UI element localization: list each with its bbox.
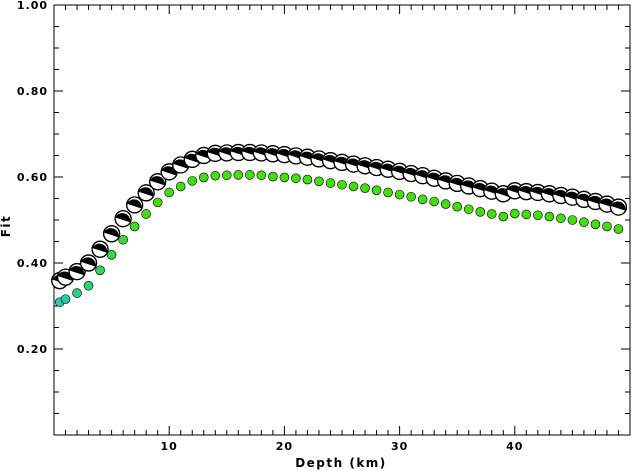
fit-dot bbox=[72, 288, 82, 298]
fit-dot bbox=[245, 170, 255, 180]
y-tick-label: 0.60 bbox=[17, 171, 48, 184]
fit-dot bbox=[521, 209, 532, 220]
fit-dot bbox=[360, 183, 370, 193]
x-axis-label: Depth (km) bbox=[295, 456, 387, 470]
focal-mechanism-marker bbox=[149, 173, 167, 191]
fit-dot bbox=[198, 172, 209, 183]
fit-dot bbox=[279, 172, 290, 183]
y-tick-label: 0.40 bbox=[17, 257, 48, 270]
fit-dot bbox=[118, 234, 128, 245]
y-tick-label: 0.80 bbox=[17, 85, 48, 98]
fit-dot bbox=[60, 294, 71, 304]
x-tick-label: 40 bbox=[506, 440, 523, 453]
fit-dot bbox=[129, 221, 140, 232]
fit-dot bbox=[348, 181, 359, 192]
fit-dot bbox=[509, 208, 520, 219]
y-tick-label: 0.20 bbox=[17, 343, 48, 356]
fit-dot bbox=[291, 173, 301, 184]
fit-dot bbox=[233, 170, 244, 180]
fit-dot bbox=[164, 187, 174, 198]
fit-dot bbox=[95, 265, 105, 276]
focal-mechanism-marker bbox=[102, 225, 121, 243]
fit-dot bbox=[613, 224, 624, 234]
fit-dot bbox=[498, 211, 509, 222]
fit-dot bbox=[371, 185, 382, 196]
fit-dot bbox=[325, 178, 336, 188]
x-tick-label: 30 bbox=[391, 440, 408, 453]
fit-dot bbox=[429, 196, 439, 207]
plot-frame bbox=[53, 4, 631, 436]
fit-dot bbox=[475, 207, 486, 217]
fit-dot bbox=[302, 174, 313, 185]
fit-dot bbox=[440, 199, 451, 209]
fit-dot bbox=[417, 194, 428, 205]
x-tick-label: 10 bbox=[161, 440, 178, 453]
y-axis-label: Fit bbox=[0, 215, 13, 238]
fit-dot bbox=[141, 209, 151, 219]
focal-mechanism-marker bbox=[114, 210, 132, 228]
axis-ticks bbox=[54, 5, 630, 435]
focal-mechanism-marker bbox=[137, 184, 155, 202]
green-dot-series bbox=[54, 170, 624, 307]
fit-dot bbox=[256, 170, 267, 181]
focal-mechanism-marker bbox=[68, 263, 86, 281]
fit-dot bbox=[406, 191, 416, 202]
focal-mechanism-marker bbox=[275, 146, 293, 164]
focal-mechanism-series bbox=[51, 143, 628, 290]
y-tick-label: 1.00 bbox=[17, 0, 48, 12]
focal-mechanism-marker bbox=[609, 198, 628, 216]
fit-dot bbox=[452, 201, 463, 212]
fit-dot bbox=[533, 210, 543, 221]
fit-dot bbox=[394, 189, 405, 200]
fit-dot bbox=[222, 170, 232, 181]
fit-dot bbox=[337, 179, 347, 190]
focal-mechanism-marker bbox=[126, 196, 144, 214]
fit-dot bbox=[544, 211, 555, 222]
fit-dot bbox=[268, 171, 278, 182]
fit-dot bbox=[486, 209, 497, 219]
axis-tick-labels: 10 20 30 40 0.20 0.40 0.60 0.80 1.00 bbox=[17, 0, 523, 453]
fit-dot bbox=[579, 217, 589, 227]
fit-dot bbox=[463, 204, 474, 215]
fit-dot bbox=[83, 280, 94, 291]
x-tick-label: 20 bbox=[276, 440, 293, 453]
fit-dot bbox=[556, 213, 566, 224]
fit-dot bbox=[590, 219, 601, 230]
focal-mechanism-marker bbox=[91, 240, 109, 258]
fit-dot bbox=[210, 170, 221, 181]
fit-dot bbox=[175, 181, 186, 192]
fit-dot bbox=[152, 197, 163, 208]
fit-dot bbox=[383, 187, 393, 198]
fit-dot bbox=[187, 176, 198, 186]
fit-dot bbox=[567, 215, 578, 225]
focal-mechanism-marker bbox=[79, 254, 98, 272]
fit-dot bbox=[314, 176, 324, 187]
fit-dot bbox=[106, 250, 117, 260]
fit-dot bbox=[602, 221, 612, 232]
